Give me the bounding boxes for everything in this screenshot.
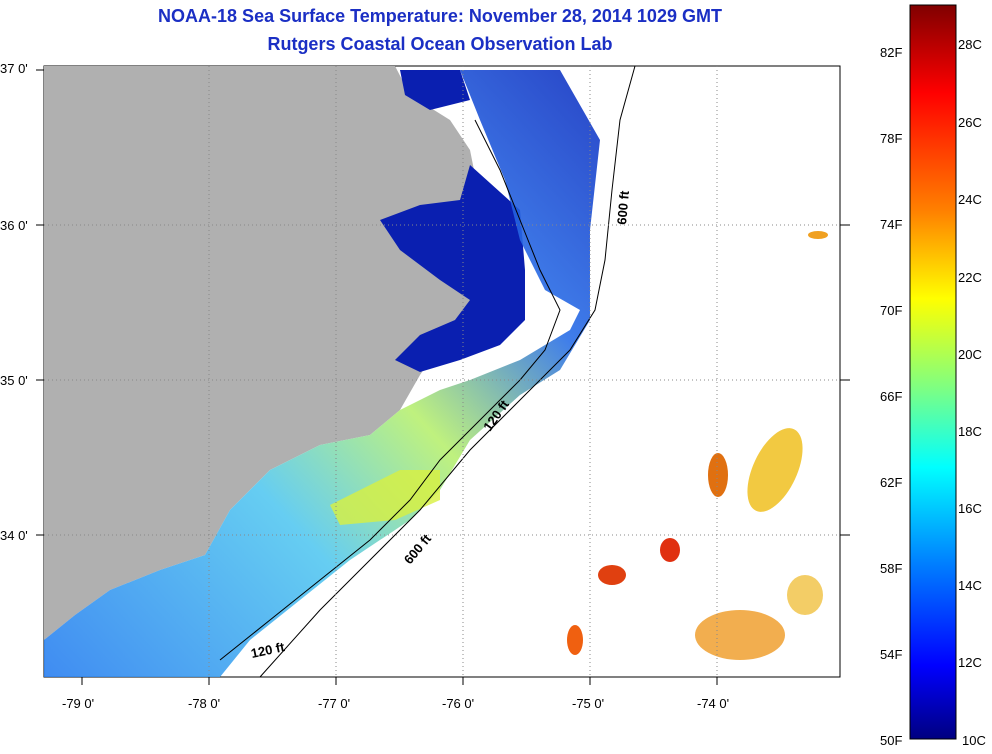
cb-c-20: 20C	[958, 347, 982, 362]
lon-label-75: -75 0'	[572, 696, 604, 711]
contour-label-600ft-north: 600 ft	[614, 189, 632, 225]
cb-f-58: 58F	[880, 561, 903, 576]
contour-600ft	[259, 65, 636, 678]
lat-label-34: 34 0'	[0, 528, 28, 543]
land-mass	[44, 66, 520, 640]
contour-120ft	[219, 119, 561, 661]
pamlico-sound	[380, 165, 525, 372]
colorbar	[909, 4, 957, 740]
cb-f-82: 82F	[880, 45, 903, 60]
lon-label-77: -77 0'	[318, 696, 350, 711]
lat-label-37: 37 0'	[0, 61, 28, 76]
albemarle-sound	[400, 70, 470, 110]
cb-c-16: 16C	[958, 501, 982, 516]
lat-label-35: 35 0'	[0, 373, 28, 388]
warm-plume	[330, 470, 440, 525]
offshore-warm-patches	[567, 231, 828, 660]
tick-marks	[36, 69, 850, 685]
cb-c-22: 22C	[958, 270, 982, 285]
cb-c-28: 28C	[958, 37, 982, 52]
lon-label-78: -78 0'	[188, 696, 220, 711]
cb-c-26: 26C	[958, 115, 982, 130]
cb-f-70: 70F	[880, 303, 903, 318]
lon-label-74: -74 0'	[697, 696, 729, 711]
map-title: NOAA-18 Sea Surface Temperature: Novembe…	[158, 6, 722, 26]
cb-c-10: 10C	[962, 733, 986, 748]
lon-label-76: -76 0'	[442, 696, 474, 711]
lat-label-36: 36 0'	[0, 218, 28, 233]
nearshore-water	[44, 70, 600, 677]
grid-lines	[44, 66, 840, 677]
cb-f-54: 54F	[880, 647, 903, 662]
cb-f-78: 78F	[880, 131, 903, 146]
cb-c-18: 18C	[958, 424, 982, 439]
cb-c-14: 14C	[958, 578, 982, 593]
lon-label-79: -79 0'	[62, 696, 94, 711]
cb-f-62: 62F	[880, 475, 903, 490]
cb-f-66: 66F	[880, 389, 903, 404]
cb-c-24: 24C	[958, 192, 982, 207]
cb-f-50: 50F	[880, 733, 903, 748]
cb-f-74: 74F	[880, 217, 903, 232]
contour-label-120ft-south: 120 ft	[250, 639, 287, 661]
map-subtitle: Rutgers Coastal Ocean Observation Lab	[267, 34, 613, 54]
cb-c-12: 12C	[958, 655, 982, 670]
